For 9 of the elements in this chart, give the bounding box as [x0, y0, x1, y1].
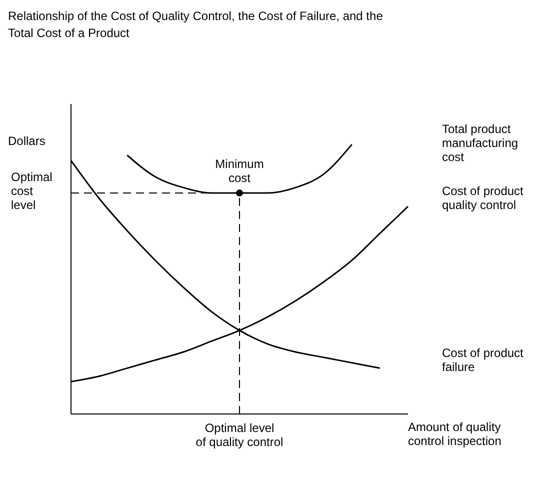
chart-title: Relationship of the Cost of Quality Control, the Cost of Failure, and the Total Cost of a Product [8, 8, 384, 42]
ref-line-label: Optimal cost level [11, 170, 52, 212]
text: Total product manufacturing cost [442, 122, 520, 164]
annotation: Minimum cost [215, 156, 264, 185]
text: Cost of product quality control [442, 184, 524, 212]
text: Optimal level of quality control [196, 421, 284, 449]
y-axis-title: Dollars [8, 134, 46, 148]
x-axis-title: Amount of quality control inspection [408, 420, 502, 448]
text: Cost of product failure [442, 346, 524, 374]
